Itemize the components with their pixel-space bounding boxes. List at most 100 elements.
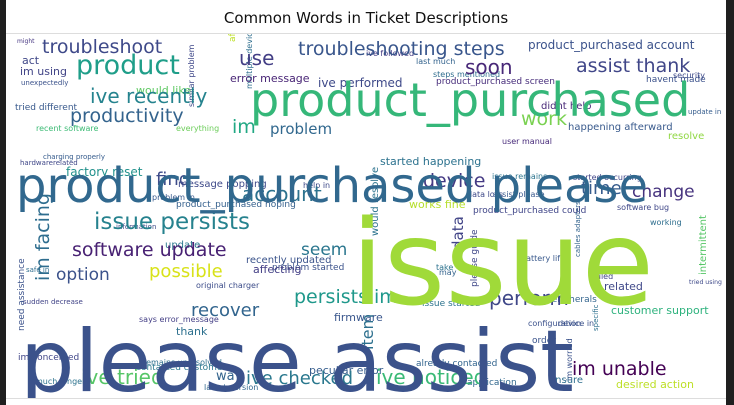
word-works-fine: works fine [409, 198, 466, 211]
word-related: related [604, 280, 643, 293]
word-desired-action: desired action [616, 378, 694, 391]
word-sudden-decrease: sudden decrease [23, 298, 83, 306]
word-perform: perform [489, 286, 569, 310]
word-item: item [358, 314, 377, 350]
word-affecting: affecting [253, 263, 301, 276]
word-assist-thank: assist thank [576, 55, 690, 77]
chart-figure: Common Words in Ticket Descriptions migh… [6, 0, 726, 405]
word-failed: failed [591, 272, 613, 281]
word-please-assist: please assist [20, 312, 574, 398]
word-recover: recover [191, 300, 260, 321]
word-ive-checked: ive checked [246, 368, 353, 389]
word-much-longer: much longer [35, 377, 86, 386]
word-peculiar-error: peculiar error [309, 364, 384, 377]
word-cloud-area: might last much data loss unexpectedly charg… [6, 33, 726, 399]
word-im-concerned: im concerned [18, 353, 79, 363]
word-multiple-devices: multiple devices [245, 34, 254, 89]
word-help-in: help in [303, 181, 330, 190]
word-issue: issue [351, 194, 654, 332]
word-im-worried: im worried [565, 338, 574, 381]
word-seem: seem [301, 240, 347, 260]
word-error-message: error message [230, 72, 310, 85]
word-data: data [449, 216, 467, 250]
word-ive-noticed: ive noticed [376, 365, 486, 389]
word-product-purchased-hoping: product_purchased hoping [176, 200, 296, 210]
word-im-unable: im unable [572, 358, 667, 380]
word-would-like: would like [136, 84, 191, 97]
word-work: work [521, 108, 567, 130]
word-assist-please: assist please [493, 190, 545, 199]
word-battery-life: battery life [521, 254, 565, 263]
word-im-facing: im facing [32, 193, 54, 281]
word-cables-adapters: cables adapters [574, 201, 582, 257]
word-firmware: firmware [334, 311, 383, 324]
word-says-error-message: says error_message [139, 315, 219, 324]
word-peripherals: peripherals [546, 295, 597, 305]
word-productivity: productivity [70, 105, 184, 127]
word-product-purchased-screen: product_purchased screen [436, 77, 555, 87]
word-everything: everything [176, 124, 219, 133]
word-ive-recently: ive recently [90, 84, 208, 108]
word-update: update [165, 240, 200, 251]
word-time: time [581, 178, 622, 199]
word-ive-followed: ive followed [366, 49, 414, 58]
word-use: use [239, 46, 274, 70]
word-order: order [532, 336, 556, 346]
word-im-using: im using [20, 65, 67, 78]
word-soon: soon [465, 55, 513, 79]
word-user-manual: user manual [502, 137, 552, 146]
word-product-purchased-account: product_purchased account [528, 38, 695, 52]
word-troubleshooting-steps: troubleshooting steps [298, 38, 505, 60]
word-thank: thank [176, 325, 208, 338]
word-persists-im: persists im [294, 286, 398, 308]
word-way: way [216, 369, 243, 384]
word-possible: possible [149, 261, 223, 282]
word-product-purchased-could: product_purchased could [473, 206, 586, 216]
word-ive-performed: ive performed [318, 76, 403, 90]
word-would-resolve: would resolve [370, 167, 381, 236]
word-product: product [76, 50, 180, 81]
word-problem-started: problem started [272, 263, 344, 273]
word-software-bug: software bug [617, 203, 669, 212]
word-intermittent: intermittent [698, 215, 709, 275]
word-tried-different: tried different [15, 103, 78, 113]
word-please-guide: please guide [470, 229, 480, 287]
word-product-purchased: product_purchased [250, 73, 690, 127]
word-might: might [17, 38, 35, 45]
word-issue-persists: issue persists [94, 209, 250, 235]
word-started-occurring: started occurring [573, 173, 642, 182]
word-im: im [232, 116, 256, 138]
word-problem: problem [270, 120, 332, 138]
word-afterward-could: afterward could [228, 34, 238, 42]
word-charging-properly: charging properly [43, 153, 105, 161]
word-troubleshoot: troubleshoot [42, 36, 162, 58]
word-account: account [242, 182, 322, 206]
word-resolve: resolve [668, 131, 704, 142]
word-latest-version: latest version [204, 383, 258, 392]
word-issue-started: issue started [422, 299, 480, 309]
word-tried-using: tried using [689, 279, 722, 286]
word-original-charger: original charger [196, 281, 260, 290]
word-message-popping: message popping [178, 179, 267, 190]
word-ive-tried: ive tried [81, 365, 164, 389]
chart-title: Common Words in Ticket Descriptions [223, 9, 509, 27]
word-specific: specific [592, 304, 600, 331]
word-recent-software: recent software [36, 124, 99, 133]
word-safe-in: safe in [26, 266, 49, 274]
word-steps-mentioned: steps mentioned [433, 70, 500, 79]
word-data-loss: data loss [467, 190, 503, 199]
word-working: working [650, 218, 682, 227]
word-security: security [673, 71, 705, 80]
word-already-contacted: already contacted [416, 359, 497, 369]
word-remains-unresolved: remains unresolved [143, 358, 222, 367]
word-device: device [423, 170, 485, 192]
word-take: take [436, 263, 453, 272]
word-need-assistance: need assistance [17, 258, 27, 331]
word-application: application [467, 378, 517, 388]
word-may: may [439, 268, 457, 277]
word-device-in: device in [558, 319, 594, 328]
word-information: information [116, 223, 156, 231]
word-last-much: last much [416, 57, 455, 66]
word-act: act [22, 54, 40, 67]
word-problem-in: problem in [152, 193, 195, 202]
